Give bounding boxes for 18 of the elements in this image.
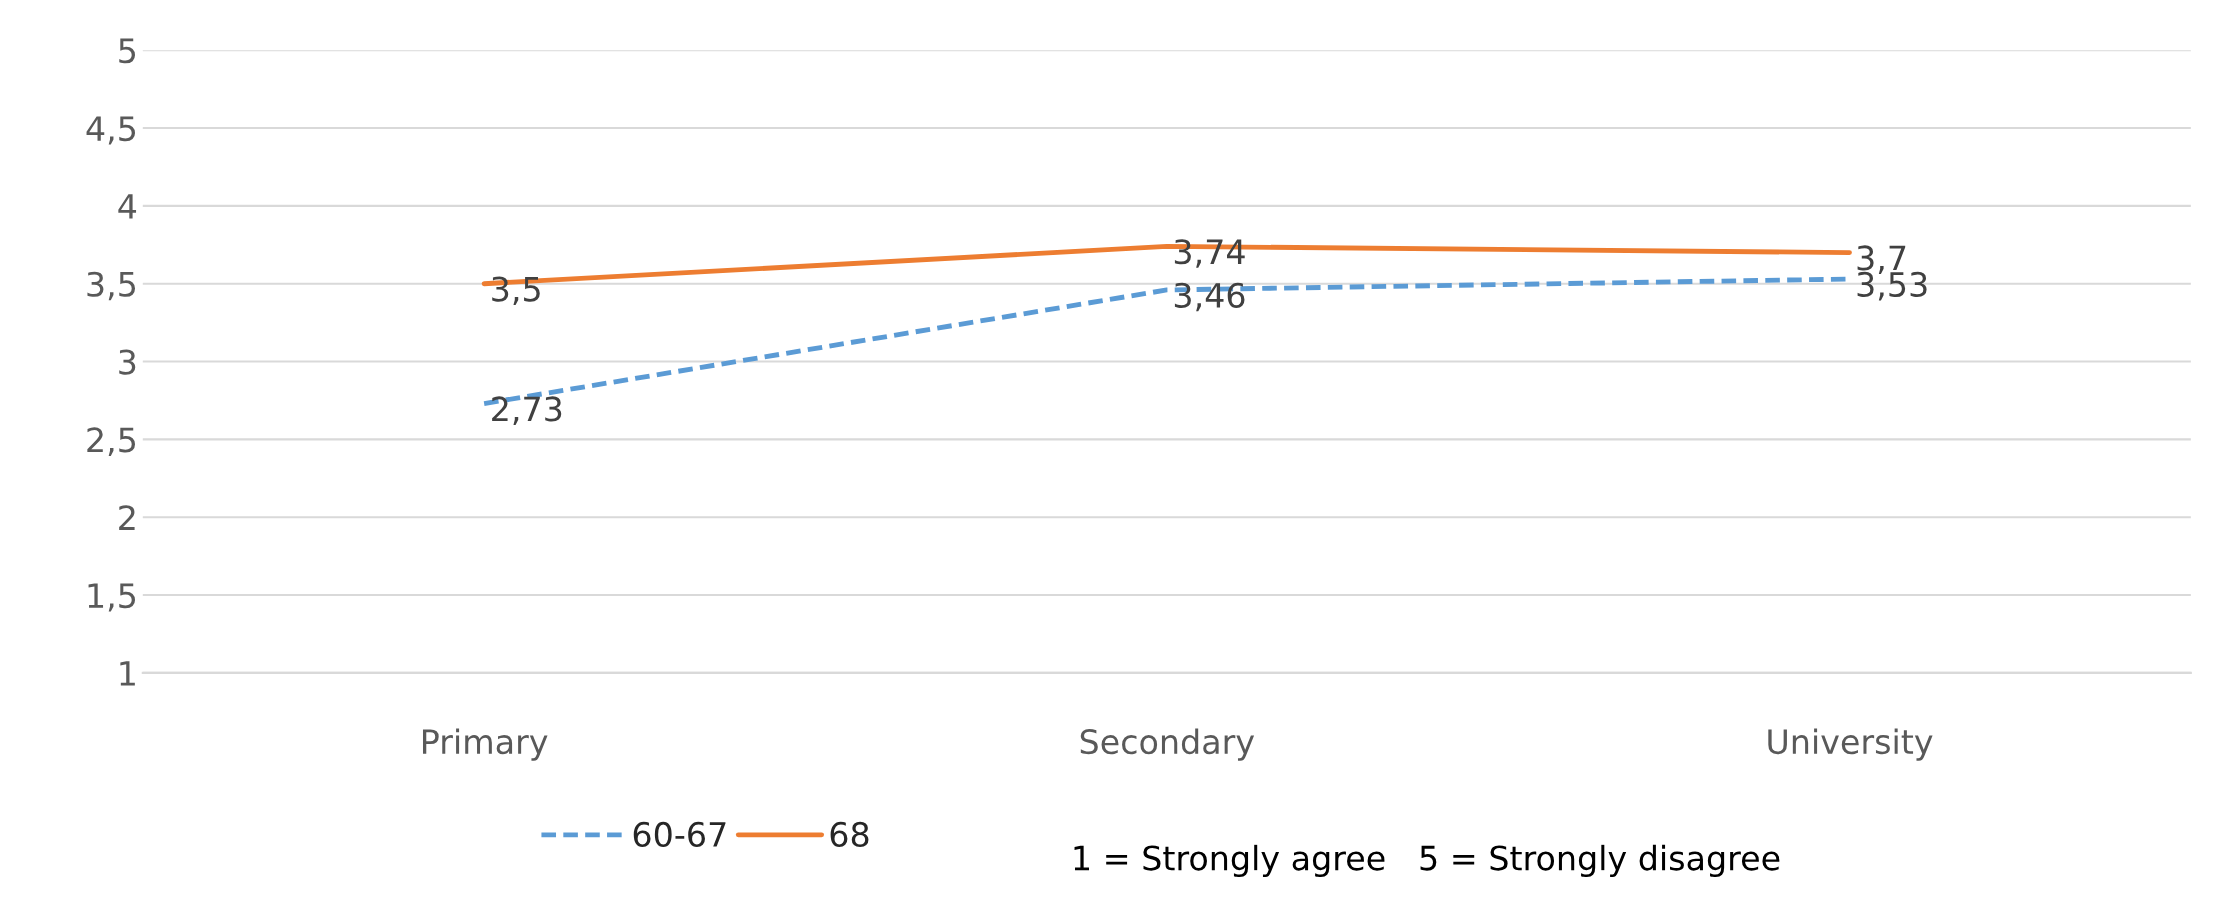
y-tick-label: 3,5 — [87, 271, 136, 301]
y-tick-label: 4,5 — [86, 116, 136, 145]
y-tick-label: 2,5 — [87, 427, 136, 456]
text: 1 = Strongly agree 5 = Strongly disagree — [1074, 844, 1780, 878]
y-tick-label: 3 — [119, 349, 136, 375]
data-label: 3,46 — [1174, 282, 1245, 312]
y-tick-label: 1,5 — [88, 583, 136, 612]
data-label: 3,5 — [492, 276, 540, 306]
data-label: 2,73 — [492, 396, 562, 425]
y-tick-label: 1 — [120, 661, 135, 686]
y-tick-label: 5 — [119, 38, 136, 64]
x-tick-label: Primary — [422, 728, 548, 761]
legend-label: 60-67 — [633, 821, 726, 847]
x-tick-label: Secondary — [1080, 728, 1255, 761]
legend-label: 68 — [830, 821, 869, 847]
y-tick-label: 4 — [118, 194, 137, 219]
y-tick-label: 2 — [119, 505, 135, 530]
x-tick-label: University — [1768, 728, 1933, 761]
